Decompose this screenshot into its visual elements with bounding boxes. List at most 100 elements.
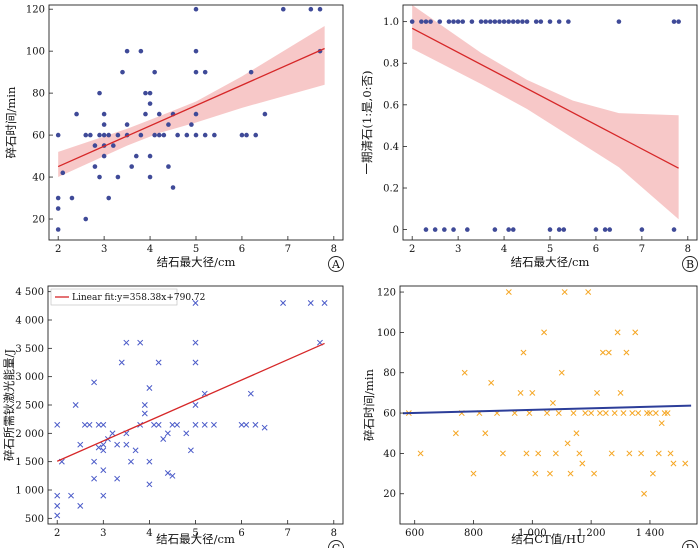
confidence-band <box>58 25 325 178</box>
data-point <box>92 164 98 169</box>
data-point <box>460 19 466 24</box>
data-point <box>520 349 527 356</box>
data-point <box>280 6 286 12</box>
data-point <box>101 122 107 127</box>
y-tick-label: 80 <box>32 89 45 100</box>
x-tick-label: 7 <box>285 244 291 255</box>
data-point <box>614 329 621 336</box>
data-point <box>92 143 98 148</box>
data-point <box>517 389 524 396</box>
fit-line <box>411 27 679 169</box>
data-point <box>520 19 525 24</box>
data-point <box>547 470 553 477</box>
data-point <box>54 492 61 499</box>
x-tick-label: 4 <box>146 528 152 539</box>
data-point <box>192 339 199 346</box>
data-point <box>100 447 107 454</box>
data-point <box>151 421 157 428</box>
data-point <box>515 19 521 24</box>
data-point <box>641 490 648 497</box>
x-tick-label: 8 <box>685 244 691 255</box>
x-tick-label: 8 <box>331 528 337 539</box>
data-point <box>100 467 107 474</box>
data-point <box>558 369 565 376</box>
y-tick-label: 40 <box>383 449 396 460</box>
data-point <box>526 410 533 417</box>
panel-label-circle <box>682 256 698 272</box>
data-point <box>100 441 107 448</box>
data-point <box>523 450 530 457</box>
x-tick-label: 800 <box>464 528 483 539</box>
panel-label: A <box>331 258 341 271</box>
data-point <box>506 19 511 24</box>
y-tick-label: 60 <box>383 409 396 420</box>
panel-label-circle <box>328 540 344 548</box>
data-point <box>535 450 542 457</box>
x-tick-label: 600 <box>405 528 424 539</box>
data-point <box>147 153 153 159</box>
data-point <box>616 19 622 24</box>
data-point <box>632 329 639 336</box>
data-point <box>506 227 511 232</box>
y-tick-label: 3 500 <box>15 344 44 355</box>
data-point <box>156 111 162 117</box>
data-point <box>161 132 167 138</box>
data-point <box>101 111 107 117</box>
x-tick-label: 1 000 <box>518 528 547 539</box>
data-point <box>202 132 208 138</box>
data-point <box>635 410 642 417</box>
x-tick-label: 3 <box>101 244 107 255</box>
data-point <box>611 410 618 417</box>
data-point <box>243 421 250 428</box>
data-point <box>91 379 98 386</box>
data-point <box>564 440 571 447</box>
y-axis-title: 碎石所需钬激光能量/J <box>2 349 16 461</box>
data-point <box>488 379 495 386</box>
data-point <box>146 458 153 465</box>
data-point <box>646 410 653 417</box>
data-point <box>248 69 254 75</box>
data-point <box>132 447 139 454</box>
data-point <box>556 19 562 24</box>
data-point <box>607 227 613 232</box>
y-tick-label: 0.4 <box>383 142 399 153</box>
data-point <box>602 410 609 417</box>
data-point <box>602 227 608 232</box>
data-point <box>529 389 536 396</box>
data-point <box>483 19 488 24</box>
data-point <box>638 450 645 457</box>
data-point <box>501 19 507 24</box>
data-point <box>155 359 162 366</box>
data-point <box>497 19 502 24</box>
confidence-band <box>412 5 679 220</box>
data-point <box>100 421 107 428</box>
x-tick-label: 8 <box>331 244 337 255</box>
y-tick-label: 1.0 <box>383 17 399 28</box>
y-axis-title: 碎石时间/min <box>4 86 18 158</box>
data-point <box>524 19 530 24</box>
data-point <box>128 458 134 465</box>
data-point <box>579 460 586 467</box>
data-point <box>576 450 583 457</box>
data-point <box>164 470 171 476</box>
fit-line <box>402 404 692 415</box>
y-tick-label: 120 <box>26 5 45 16</box>
data-point <box>549 400 556 406</box>
data-point <box>101 132 107 138</box>
x-tick-label: 5 <box>192 528 198 539</box>
data-point <box>252 421 259 428</box>
data-point <box>671 19 677 24</box>
x-tick-label: 5 <box>193 244 199 255</box>
y-tick-label: 2 000 <box>15 429 44 440</box>
data-point <box>469 19 475 24</box>
x-axis-title: 结石最大径/cm <box>156 532 235 546</box>
x-tick-label: 4 <box>147 244 153 255</box>
data-point <box>147 174 153 180</box>
x-tick-label: 7 <box>639 244 645 255</box>
data-point <box>307 300 314 306</box>
data-point <box>184 132 190 138</box>
data-point <box>192 300 199 306</box>
data-point <box>166 122 171 127</box>
x-tick-label: 5 <box>547 244 553 255</box>
data-point <box>100 492 107 499</box>
